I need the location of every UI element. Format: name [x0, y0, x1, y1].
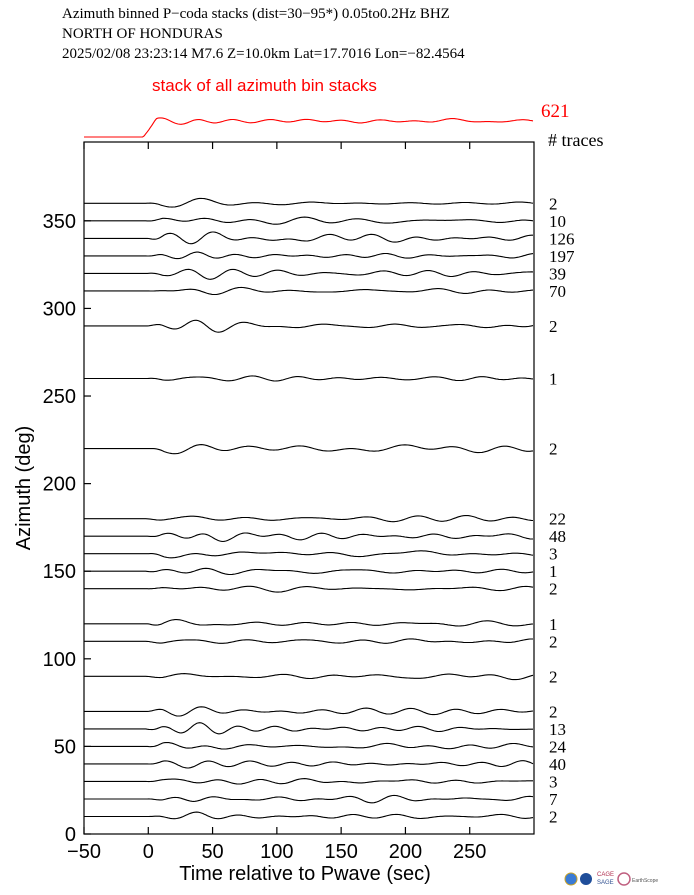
trace-count: 126	[549, 229, 575, 248]
trace-count: 1	[549, 370, 558, 389]
x-tick-label: 150	[324, 841, 357, 863]
trace-count: 197	[549, 247, 575, 266]
earthscope-logo	[617, 872, 631, 886]
trace-count: 2	[549, 667, 558, 686]
y-axis-label: Azimuth (deg)	[13, 426, 35, 551]
x-tick-label: 250	[453, 841, 486, 863]
y-tick-label: 100	[43, 649, 76, 671]
trace-count: 48	[549, 527, 566, 546]
azimuth-trace	[84, 550, 534, 559]
trace-count: 1	[549, 615, 558, 634]
stack-trace-line	[84, 117, 534, 138]
azimuth-trace	[84, 444, 534, 455]
azimuth-trace	[84, 619, 534, 627]
y-tick-label: 150	[43, 561, 76, 583]
trace-count: 2	[549, 632, 558, 651]
trace-count: 24	[549, 737, 567, 756]
logo-cage: CAGE	[597, 872, 614, 878]
y-tick-label: 50	[54, 736, 76, 758]
azimuth-trace	[84, 706, 534, 717]
trace-count: 1	[549, 562, 558, 581]
y-tick-label: 250	[43, 386, 76, 408]
trace-count: 7	[549, 790, 558, 809]
trace-count: 2	[549, 580, 558, 599]
header-line-3: 2025/02/08 23:23:14 M7.6 Z=10.0km Lat=17…	[62, 46, 465, 62]
y-tick-label: 350	[43, 211, 76, 233]
trace-count: 13	[549, 720, 566, 739]
logo-sage: SAGE	[597, 880, 614, 886]
azimuth-trace	[84, 741, 534, 750]
header-line-1: Azimuth binned P−coda stacks (dist=30−95…	[62, 6, 450, 22]
traces-header: # traces	[548, 130, 603, 150]
trace-count: 40	[549, 755, 566, 774]
header-line-2: NORTH OF HONDURAS	[62, 26, 223, 42]
azimuth-trace	[84, 638, 533, 644]
azimuth-trace	[84, 268, 534, 280]
azimuth-trace	[84, 216, 534, 225]
trace-count: 70	[549, 282, 566, 301]
azimuth-trace	[84, 319, 534, 333]
globe-logo	[564, 872, 578, 886]
azimuth-trace	[84, 794, 534, 804]
azimuth-trace	[84, 811, 534, 820]
azimuth-trace	[84, 251, 534, 260]
azimuth-trace	[84, 375, 534, 382]
azimuth-trace	[84, 197, 534, 208]
x-tick-label: −50	[67, 841, 101, 863]
azimuth-trace	[84, 778, 533, 785]
y-tick-label: 0	[65, 824, 76, 846]
trace-count: 3	[549, 545, 558, 564]
trace-group	[84, 197, 534, 820]
trace-count: 22	[549, 510, 566, 529]
azimuth-trace	[84, 585, 534, 593]
x-tick-label: 0	[143, 841, 154, 863]
y-tick-label: 200	[43, 474, 76, 496]
azimuth-trace	[84, 760, 534, 769]
x-tick-label: 200	[389, 841, 422, 863]
trace-count: 2	[549, 440, 558, 459]
x-axis-label: Time relative to Pwave (sec)	[179, 863, 431, 885]
logo-earthscope: EarthScope	[632, 878, 658, 884]
azimuth-trace	[84, 567, 534, 576]
azimuth-trace	[84, 231, 533, 245]
azimuth-trace	[84, 514, 534, 523]
trace-count: 10	[549, 212, 566, 231]
nsf-logo	[580, 873, 592, 885]
trace-count: 39	[549, 264, 566, 283]
stack-count: 621	[541, 101, 570, 122]
trace-count: 2	[549, 702, 558, 721]
trace-count: 2	[549, 317, 558, 336]
azimuth-trace	[84, 673, 534, 681]
azimuth-trace	[84, 532, 533, 543]
plot-frame	[83, 141, 535, 835]
stack-label: stack of all azimuth bin stacks	[152, 76, 377, 95]
azimuth-trace	[84, 722, 533, 735]
x-tick-label: 50	[201, 841, 223, 863]
trace-count: 2	[549, 194, 558, 213]
azimuth-trace	[84, 286, 534, 296]
trace-count: 2	[549, 807, 558, 826]
x-tick-label: 100	[260, 841, 293, 863]
y-tick-label: 300	[43, 298, 76, 320]
trace-count: 3	[549, 772, 558, 791]
logo-strip: CAGE SAGE EarthScope	[564, 872, 658, 886]
